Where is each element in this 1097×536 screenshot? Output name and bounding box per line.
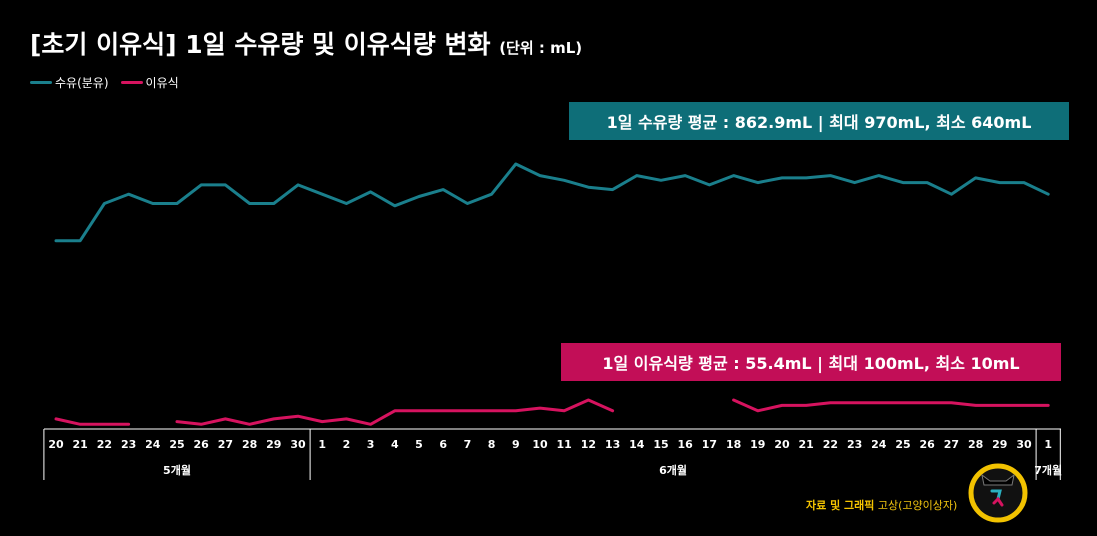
x-tick-label: 27	[218, 438, 233, 451]
legend-item-milk: 수유(분유)	[30, 74, 109, 91]
x-tick-label: 20	[774, 438, 790, 451]
title-unit: (단위 : mL)	[499, 39, 583, 57]
x-tick-label: 25	[895, 438, 910, 451]
x-tick-label: 23	[847, 438, 862, 451]
x-tick-label: 9	[512, 438, 520, 451]
legend-label-food: 이유식	[145, 76, 179, 90]
x-tick-label: 2	[343, 438, 351, 451]
cat-box-logo-icon	[968, 463, 1028, 523]
x-tick-label: 28	[968, 438, 983, 451]
x-tick-label: 17	[702, 438, 717, 451]
x-tick-label: 12	[581, 438, 596, 451]
series-line-1-0	[54, 417, 131, 426]
chart-title: [초기 이유식] 1일 수유량 및 이유식량 변화 (단위 : mL)	[30, 25, 582, 61]
x-tick-label: 19	[750, 438, 765, 451]
x-tick-label: 24	[871, 438, 887, 451]
milk-summary-text: 1일 수유량 평균 : 862.9mL | 최대 970mL, 최소 640mL	[606, 113, 1032, 132]
x-tick-label: 27	[944, 438, 959, 451]
series-line-1-1	[175, 398, 615, 426]
x-tick-label: 23	[121, 438, 136, 451]
x-tick-label: 10	[532, 438, 548, 451]
x-tick-label: 20	[48, 438, 64, 451]
food-summary-text: 1일 이유식량 평균 : 55.4mL | 최대 100mL, 최소 10mL	[602, 354, 1020, 373]
title-main: [초기 이유식] 1일 수유량 및 이유식량 변화	[30, 30, 491, 59]
x-tick-label: 30	[1016, 438, 1032, 451]
legend-item-food: 이유식	[120, 74, 179, 91]
credit: 자료 및 그래픽 고상(고양이상자)	[806, 497, 957, 513]
credit-label: 자료 및 그래픽	[806, 499, 875, 512]
x-tick-label: 22	[823, 438, 838, 451]
x-tick-label: 26	[194, 438, 210, 451]
x-tick-label: 29	[266, 438, 281, 451]
x-tick-label: 5	[415, 438, 423, 451]
x-tick-label: 30	[290, 438, 306, 451]
x-tick-label: 28	[242, 438, 257, 451]
x-tick-label: 29	[992, 438, 1007, 451]
x-tick-label: 1	[318, 438, 326, 451]
group-label: 6개월	[659, 463, 687, 477]
x-tick-label: 6	[439, 438, 447, 451]
food-summary-banner: 1일 이유식량 평균 : 55.4mL | 최대 100mL, 최소 10mL	[561, 343, 1061, 381]
credit-name: 고상(고양이상자)	[877, 499, 958, 512]
x-tick-label: 16	[678, 438, 694, 451]
x-tick-label: 1	[1044, 438, 1052, 451]
legend-label-milk: 수유(분유)	[55, 76, 109, 90]
legend-swatch-milk	[30, 81, 52, 84]
milk-summary-banner: 1일 수유량 평균 : 862.9mL | 최대 970mL, 최소 640mL	[569, 102, 1069, 140]
x-tick-label: 7	[464, 438, 472, 451]
x-tick-label: 13	[605, 438, 620, 451]
group-label: 5개월	[163, 463, 191, 477]
x-tick-label: 22	[97, 438, 112, 451]
legend-swatch-food	[120, 81, 143, 84]
x-tick-label: 26	[920, 438, 936, 451]
x-tick-label: 3	[367, 438, 375, 451]
x-tick-label: 4	[391, 438, 399, 451]
series-line-0-0	[54, 162, 1050, 243]
x-tick-label: 21	[799, 438, 814, 451]
x-tick-label: 15	[653, 438, 668, 451]
x-tick-label: 21	[73, 438, 88, 451]
legend: 수유(분유) 이유식	[30, 74, 185, 91]
x-tick-label: 11	[557, 438, 572, 451]
group-label: 7개월	[1034, 463, 1062, 477]
x-tick-label: 18	[726, 438, 741, 451]
x-tick-label: 24	[145, 438, 161, 451]
x-tick-label: 25	[169, 438, 184, 451]
series-line-1-5	[732, 398, 1050, 413]
x-tick-label: 14	[629, 438, 645, 451]
x-tick-label: 8	[488, 438, 496, 451]
